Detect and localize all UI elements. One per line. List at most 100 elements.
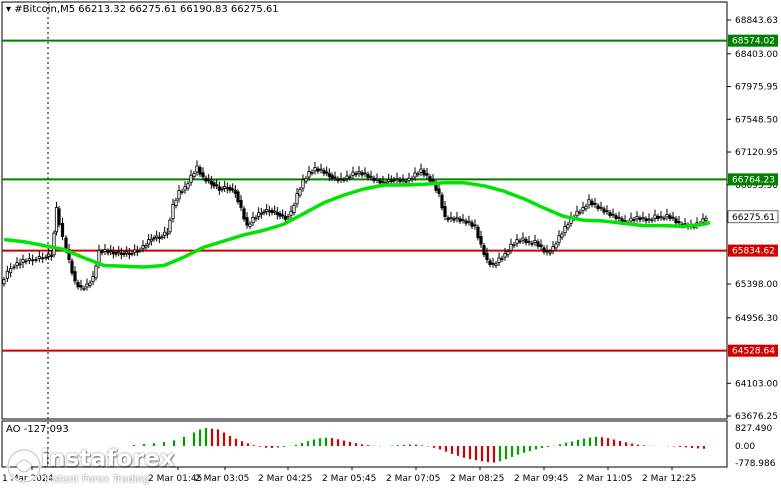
candle-body (245, 217, 249, 226)
candle-body (336, 178, 340, 182)
candle-body (398, 179, 402, 183)
candle-body (94, 265, 98, 279)
level-label: 68574.02 (732, 37, 775, 47)
candle-body (278, 212, 282, 217)
candle-body (141, 245, 145, 250)
candle-body (509, 243, 513, 251)
candle-body (437, 188, 441, 195)
candle-body (225, 187, 229, 190)
candle-body (683, 223, 687, 225)
candle-body (557, 235, 561, 243)
candle-body (363, 172, 367, 175)
candle-body (369, 175, 373, 178)
candle-body (27, 258, 31, 261)
candle-body (575, 210, 579, 217)
candle-body (395, 177, 399, 181)
candle-body (662, 217, 666, 220)
candle-body (257, 212, 261, 217)
candle-body (410, 177, 414, 181)
candle-body (566, 224, 570, 229)
level-tag (728, 34, 778, 47)
candle-body (638, 217, 642, 221)
candle-body (5, 270, 9, 279)
candle-body (85, 283, 89, 288)
candle-body (144, 245, 148, 248)
candle-body (186, 183, 190, 189)
candle-body (18, 263, 22, 266)
candle-body (378, 180, 382, 184)
candles (2, 160, 708, 292)
candle-body (518, 240, 522, 243)
candle-body (348, 176, 352, 179)
candle-body (292, 204, 296, 214)
candle-body (21, 259, 25, 263)
y-tick-label: 66693.30 (735, 181, 778, 191)
candle-body (168, 219, 172, 233)
candle-body (659, 216, 663, 219)
candle-body (632, 219, 636, 221)
candle-body (389, 180, 393, 183)
candle-body (15, 262, 19, 266)
candle-body (404, 180, 408, 183)
dropdown-arrow-icon[interactable]: ▾ (6, 4, 12, 15)
candle-body (602, 208, 606, 213)
candle-body (100, 251, 104, 254)
candle-body (316, 168, 320, 172)
candle-body (440, 194, 444, 209)
candle-body (554, 243, 558, 249)
candle-body (548, 251, 552, 254)
candle-body (220, 188, 224, 191)
candle-body (560, 233, 564, 238)
candle-body (307, 171, 311, 178)
candle-body (455, 216, 459, 220)
candle-body (704, 217, 708, 221)
candle-body (587, 199, 591, 206)
candle-body (401, 179, 405, 182)
candle-body (265, 209, 269, 212)
level-label: 65834.62 (732, 247, 775, 257)
candle-body (286, 216, 290, 219)
candle-body (298, 189, 302, 196)
candle-body (242, 208, 246, 220)
candle-body (392, 179, 396, 182)
candle-body (665, 213, 669, 218)
candle-body (228, 186, 232, 191)
x-tick-label: 1 Mar 2024 (2, 474, 54, 484)
candle-body (494, 263, 498, 266)
candle-body (677, 221, 681, 224)
candle-body (701, 218, 705, 223)
candle-body (9, 268, 13, 274)
candle-body (239, 199, 243, 208)
candle-body (322, 170, 326, 174)
candle-body (354, 173, 358, 175)
candle-body (641, 216, 645, 219)
candle-body (231, 188, 235, 191)
candle-body (192, 172, 196, 178)
candle-body (183, 186, 187, 191)
candle-body (49, 255, 53, 257)
candle-body (668, 215, 672, 220)
candle-body (52, 232, 56, 256)
moving-average-line (3, 180, 711, 269)
candle-body (171, 203, 175, 220)
candle-body (479, 235, 483, 245)
candle-body (381, 180, 385, 183)
candle-body (422, 170, 426, 176)
candle-body (223, 186, 227, 189)
ao-histogram (132, 428, 706, 463)
candle-body (635, 216, 639, 220)
logo-tagline: Instant Forex Trading (44, 474, 150, 485)
candle-body (2, 279, 6, 285)
y-tick-label: 63676.25 (735, 412, 778, 422)
candle-body (488, 260, 492, 265)
candle-body (413, 172, 417, 178)
candle-body (590, 200, 594, 206)
candle-body (160, 236, 164, 239)
candle-body (530, 242, 534, 245)
candle-body (198, 167, 202, 175)
candle-body (270, 209, 274, 214)
candle-body (497, 257, 501, 263)
candle-body (482, 245, 486, 256)
candle-body (503, 253, 507, 258)
